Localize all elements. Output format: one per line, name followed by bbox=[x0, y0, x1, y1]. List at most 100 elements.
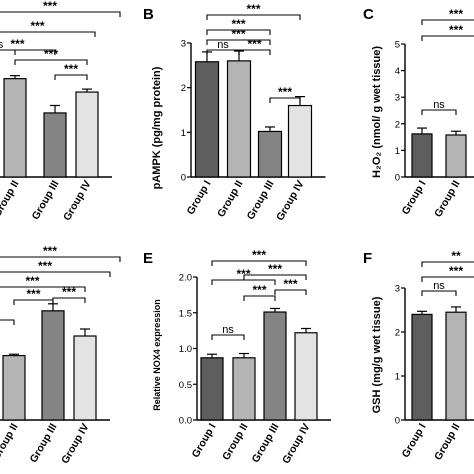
panel-b-bar bbox=[194, 61, 220, 178]
panel-e-sig-label: ns bbox=[222, 324, 234, 336]
panel-c-ylabel: H₂O₂ (nmol/ g wet tissue) bbox=[371, 46, 383, 178]
panel-b-category-label: Group III bbox=[245, 178, 277, 221]
panel-c-category-label: Group II bbox=[432, 178, 463, 219]
panel-f-category-label: Group I bbox=[400, 421, 429, 459]
panel-d-sig-bracket bbox=[0, 286, 86, 292]
panel-e-sig-label: *** bbox=[252, 248, 266, 262]
panel-e-bar bbox=[294, 332, 318, 421]
panel-a-sig-label: *** bbox=[64, 62, 78, 76]
panel-a-sig-label: ns bbox=[0, 39, 4, 51]
panel-c-sig-bracket bbox=[421, 19, 474, 25]
panel-f-sig-bracket bbox=[421, 261, 474, 267]
panel-a-sig-label: *** bbox=[10, 37, 24, 51]
panel-e: 0.0 0.5 1.0 1.5 2.0 Group I Group II Group IIIG… bbox=[179, 248, 331, 466]
panel-f-tick-label: 2 bbox=[395, 328, 400, 339]
panel-f-ylabel: GSH (mg/g wet tissue) bbox=[371, 296, 383, 413]
panel-d-bar bbox=[73, 335, 97, 421]
panel-d-sig-bracket bbox=[0, 256, 121, 262]
panel-b-bar bbox=[226, 60, 252, 178]
panel-d: Group II Group III Group IV************ ***… bbox=[0, 244, 121, 466]
panel-e-category-label: Group IV bbox=[280, 422, 313, 466]
panel-letter-e: E bbox=[143, 250, 153, 267]
panel-d-sig-bracket bbox=[52, 297, 86, 303]
panel-e-sig-bracket bbox=[243, 295, 276, 301]
panel-f: 0 1 2 3 Group I Group II ***** ns bbox=[395, 249, 474, 462]
panel-e-sig-bracket bbox=[243, 274, 307, 280]
panel-d-category-label: Group II bbox=[0, 421, 21, 462]
panel-c-tick-label: 1 bbox=[395, 146, 400, 157]
panel-e-sig-bracket bbox=[211, 279, 276, 285]
panel-e-category-label: Group III bbox=[250, 421, 282, 464]
panel-b-sig-label: *** bbox=[231, 27, 245, 41]
panel-b-category-label: Group IV bbox=[274, 179, 307, 223]
panel-f-sig-label: *** bbox=[449, 264, 463, 278]
panel-d-sig-label: *** bbox=[25, 274, 39, 288]
panel-a-bar bbox=[43, 112, 67, 178]
panel-e-sig-label: *** bbox=[236, 267, 250, 281]
panel-b-tick-label: 1 bbox=[181, 128, 186, 139]
panel-c-tick-label: 5 bbox=[395, 40, 400, 51]
panel-f-bar bbox=[411, 313, 433, 421]
panel-d-sig-bracket bbox=[0, 271, 111, 277]
panel-f-bar bbox=[445, 311, 467, 421]
panel-e-sig-label: *** bbox=[268, 262, 282, 276]
panel-d-bar bbox=[41, 310, 65, 421]
panel-c-tick-label: 0 bbox=[395, 173, 400, 184]
panel-c-bar bbox=[411, 133, 433, 178]
panel-e-tick-label: 0.5 bbox=[179, 380, 192, 391]
panel-a-sig-bracket bbox=[0, 49, 56, 55]
panel-b-sig-label: *** bbox=[231, 17, 245, 31]
panel-e-sig-bracket bbox=[274, 289, 307, 295]
panel-b-bar bbox=[257, 130, 283, 178]
panel-c-bar bbox=[445, 134, 467, 178]
panel-e-sig-bracket bbox=[211, 334, 245, 340]
panel-a-sig-bracket bbox=[14, 59, 88, 65]
panel-e-category-label: Group II bbox=[220, 421, 251, 462]
panel-a-bar bbox=[3, 78, 27, 178]
panel-f-tick-label: 0 bbox=[395, 416, 400, 427]
panel-b-ylabel: pAMPK (pg/mg protein) bbox=[151, 66, 163, 189]
panel-e-bar bbox=[263, 311, 287, 421]
panel-e-ylabel: Relative NOX4 expression bbox=[152, 299, 162, 411]
panel-a-sig-bracket bbox=[54, 74, 88, 80]
panel-f-sig-label: ns bbox=[433, 280, 445, 292]
panel-b-tick-label: 2 bbox=[181, 83, 186, 94]
panel-b-sig-label: ns bbox=[217, 39, 229, 51]
panel-d-sig-label: *** bbox=[43, 244, 57, 258]
panel-e-sig-label: *** bbox=[283, 277, 297, 291]
panel-f-sig-bracket bbox=[421, 276, 474, 282]
panel-b-sig-bracket bbox=[206, 14, 301, 20]
panel-d-sig-label: *** bbox=[26, 287, 40, 301]
panel-b-sig-bracket bbox=[206, 29, 271, 35]
panel-b-tick-label: 0 bbox=[181, 173, 186, 184]
panel-c-tick-label: 4 bbox=[395, 66, 400, 77]
panel-e-sig-bracket bbox=[211, 260, 307, 266]
panel-c-sig-label: ns bbox=[433, 99, 445, 111]
panel-letter-b: B bbox=[143, 6, 154, 23]
panel-f-tick-label: 1 bbox=[395, 372, 400, 383]
panel-a-sig-label: *** bbox=[43, 0, 57, 13]
panel-e-bar bbox=[232, 357, 256, 421]
panel-c-tick-label: 2 bbox=[395, 119, 400, 130]
panel-e-tick-label: 2.0 bbox=[179, 273, 192, 284]
panel-b-sig-label: *** bbox=[246, 2, 260, 16]
panel-f-sig-label: ** bbox=[451, 249, 461, 263]
panel-e-sig-label: *** bbox=[252, 283, 266, 297]
panel-e-tick-label: 1.5 bbox=[179, 308, 192, 319]
panel-c-sig-label: *** bbox=[449, 23, 463, 37]
panel-f-sig-bracket bbox=[421, 290, 457, 296]
panel-d-bar bbox=[2, 355, 26, 421]
panel-e-category-label: Group I bbox=[190, 421, 219, 459]
panel-d-category-label: Group IV bbox=[59, 422, 92, 466]
panel-f-category-label: Group II bbox=[432, 421, 463, 462]
panel-a-sig-label: *** bbox=[44, 47, 58, 61]
panel-d-sig-label: *** bbox=[62, 285, 76, 299]
panel-letter-c: C bbox=[363, 6, 374, 23]
panel-a-category-label: Group III bbox=[30, 178, 62, 221]
panel-a-bar bbox=[75, 91, 99, 178]
panel-f-tick-label: 3 bbox=[395, 284, 400, 295]
panel-a-sig-label: *** bbox=[30, 19, 44, 33]
